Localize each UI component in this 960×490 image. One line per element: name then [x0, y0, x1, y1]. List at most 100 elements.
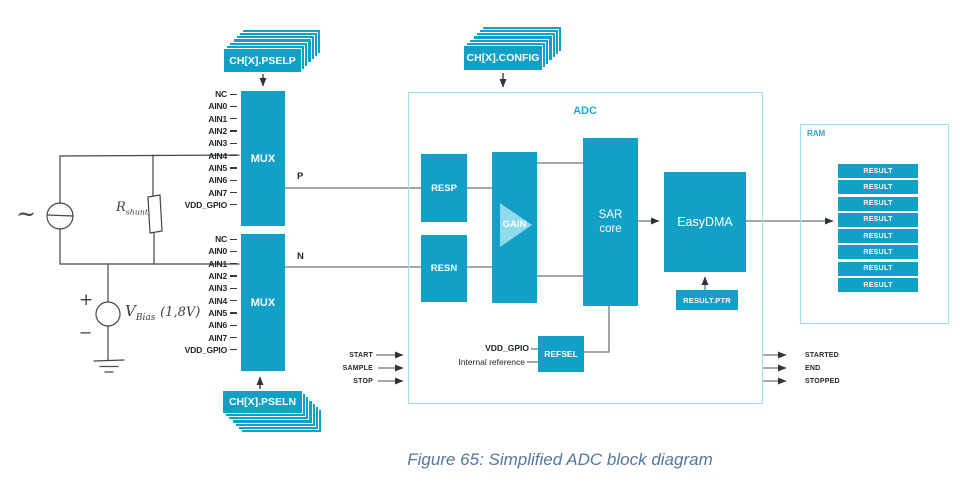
current-source-bar	[46, 214, 74, 217]
event-signal-label: STARTED	[805, 351, 839, 359]
r-shunt-symbol: R	[116, 200, 126, 215]
mux-input-pin: AIN6	[178, 319, 237, 331]
pin-label: AIN7	[208, 332, 227, 343]
ram-result-cell: RESULT	[838, 278, 918, 293]
sar-core-label-line1: SAR	[598, 208, 623, 221]
pin-label: NC	[215, 89, 227, 100]
mux-input-pin: AIN7	[178, 186, 237, 198]
ram-result-cell: RESULT	[838, 196, 918, 211]
mux-n-block: MUX	[241, 234, 285, 371]
pin-tick	[230, 287, 237, 289]
pin-tick	[230, 167, 237, 169]
mux-input-pin: AIN6	[178, 174, 237, 186]
event-signal-label: END	[805, 364, 821, 372]
ram-result-cell: RESULT	[838, 245, 918, 260]
gain-triangle-icon	[500, 203, 532, 247]
pin-tick	[230, 130, 237, 132]
adc-title: ADC	[573, 105, 597, 117]
ram-result-cell: RESULT	[838, 164, 918, 178]
pin-tick	[230, 204, 237, 206]
pin-label: AIN0	[208, 246, 227, 257]
easydma-block: EasyDMA	[664, 172, 746, 272]
pin-tick	[230, 263, 237, 265]
circuit-top-wire	[59, 154, 240, 157]
mux-input-pin: AIN4	[178, 149, 237, 161]
pin-label: AIN3	[208, 283, 227, 294]
figure-caption: Figure 65: Simplified ADC block diagram	[407, 450, 713, 469]
mux-input-pin: NC	[178, 88, 237, 100]
pin-label: AIN6	[208, 175, 227, 186]
task-signal-label: SAMPLE	[342, 364, 373, 372]
pin-label: AIN1	[208, 258, 227, 269]
r-shunt-label: Rshunt	[116, 200, 148, 217]
shunt-resistor-body	[147, 194, 163, 234]
vbias-source-circle	[95, 301, 121, 327]
vbias-plus-sign: +	[79, 290, 94, 310]
task-signal-label: STOP	[353, 377, 373, 385]
pin-tick	[230, 300, 237, 302]
gain-label: GAIN	[502, 219, 527, 230]
shunt-measurement-circuit	[46, 154, 240, 373]
pin-tick	[230, 336, 237, 339]
ram-result-cell: RESULT	[838, 180, 918, 195]
resp-block: RESP	[421, 154, 467, 222]
pin-label: AIN3	[208, 138, 227, 149]
mux-input-pin: VDD_GPIO	[178, 199, 237, 211]
r-shunt-subscript: shunt	[125, 207, 148, 217]
mux-input-pin: AIN5	[178, 162, 237, 174]
adc-frame	[408, 92, 763, 404]
v-bias-symbol: V	[125, 302, 136, 320]
v-bias-label: VBias (1,8V)	[125, 302, 200, 323]
mux-input-pin: AIN1	[178, 258, 237, 270]
vbias-minus-sign: −	[79, 323, 93, 342]
pin-tick	[230, 118, 237, 120]
pin-tick	[230, 250, 237, 253]
v-bias-value: (1,8V)	[160, 305, 201, 320]
pseln-register-label: CH[X].PSELN	[222, 390, 303, 414]
pin-tick	[230, 93, 237, 95]
pin-tick	[230, 324, 237, 326]
event-signal-column: STARTED END STOPPED	[805, 349, 875, 388]
mux-input-pin: AIN5	[178, 307, 237, 319]
task-signal-label: START	[349, 351, 373, 359]
pin-label: AIN5	[208, 307, 227, 318]
refsel-block: REFSEL	[538, 336, 584, 372]
mux-p-pinlist: NC AIN0 AIN1 AIN2 AIN3 AIN4 AIN5 AIN6 AIN7 VDD_GP…	[178, 88, 237, 211]
pin-label: AIN6	[208, 320, 227, 331]
pin-label: VDD_GPIO	[184, 344, 228, 355]
ac-source-symbol: ~	[16, 200, 37, 228]
mux-input-pin: VDD_GPIO	[178, 344, 237, 356]
pin-label: NC	[215, 234, 227, 245]
refsel-input-internal-reference: Internal reference	[458, 356, 525, 367]
pin-tick	[230, 142, 237, 144]
mux-input-pin: AIN3	[178, 137, 237, 149]
pin-tick	[230, 349, 237, 351]
pin-label: AIN4	[208, 295, 227, 306]
sar-core-label-line2: core	[599, 223, 622, 235]
mux-input-pin: AIN0	[178, 100, 237, 112]
mux-input-pin: AIN7	[178, 331, 237, 343]
mux-input-pin: AIN3	[178, 282, 237, 294]
pin-tick	[230, 155, 237, 157]
pin-tick	[230, 191, 237, 194]
event-signal-label: STOPPED	[805, 377, 840, 385]
result-ptr-block: RESULT.PTR	[676, 290, 738, 310]
mux-input-pin: AIN0	[178, 245, 237, 257]
pin-tick	[230, 179, 237, 181]
mux-input-pin: AIN2	[178, 270, 237, 282]
mux-input-pin: AIN2	[178, 125, 237, 137]
pin-label: VDD_GPIO	[184, 199, 228, 210]
sar-refsel-line	[584, 306, 610, 353]
refsel-input-vdd-gpio: VDD_GPIO	[485, 343, 529, 353]
ram-title: RAM	[807, 129, 826, 138]
pin-label: AIN0	[208, 101, 227, 112]
ram-result-cell: RESULT	[838, 212, 918, 227]
mux-input-pin: NC	[178, 233, 237, 245]
config-register-label: CH[X].CONFIG	[463, 45, 543, 71]
pin-tick	[230, 275, 237, 277]
ram-result-stack: RESULT RESULT RESULT RESULT RESULT RESULT RESU…	[838, 164, 918, 294]
mux-n-pinlist: NC AIN0 AIN1 AIN2 AIN3 AIN4 AIN5 AIN6 AIN7 VDD_GP…	[178, 233, 237, 356]
pin-label: AIN2	[208, 126, 227, 137]
pselp-register-label: CH[X].PSELP	[223, 48, 302, 73]
